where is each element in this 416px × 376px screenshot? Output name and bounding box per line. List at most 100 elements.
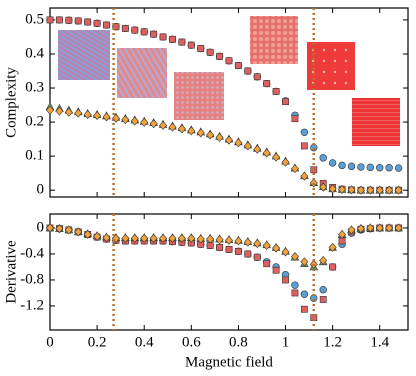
x-tick-label: 0.4 (135, 334, 154, 350)
x-tick-label: 0.8 (229, 334, 248, 350)
marker (291, 115, 299, 123)
marker (216, 244, 223, 251)
marker (168, 122, 177, 132)
y-axis-label: Derivative (3, 240, 19, 304)
marker (187, 126, 196, 136)
y-tick-label: 0.2 (25, 114, 44, 130)
marker (319, 154, 327, 162)
marker (394, 185, 403, 195)
marker (93, 111, 102, 121)
marker (225, 57, 233, 65)
y-axis-label: Complexity (3, 67, 19, 138)
y-tick-label: 0.3 (25, 79, 44, 95)
marker (366, 163, 375, 172)
x-tick-label: 0.2 (88, 334, 107, 350)
marker (93, 231, 102, 241)
pattern-insets (58, 8, 400, 197)
marker (263, 80, 271, 87)
x-tick-label: 1 (282, 334, 290, 350)
marker (177, 233, 186, 243)
marker (366, 223, 375, 233)
marker (328, 184, 337, 194)
marker (347, 162, 356, 171)
marker (74, 227, 83, 237)
marker (263, 260, 271, 268)
marker (169, 35, 176, 43)
marker (235, 247, 242, 255)
marker (234, 236, 243, 246)
marker (112, 23, 120, 31)
marker (319, 296, 327, 303)
marker (84, 18, 92, 26)
marker (347, 185, 356, 195)
marker (168, 233, 177, 243)
marker (328, 159, 337, 167)
marker (187, 233, 196, 243)
marker (243, 141, 252, 151)
marker (300, 257, 309, 267)
marker (300, 290, 309, 298)
marker (394, 164, 403, 172)
x-axis-label: Magnetic field (185, 354, 273, 370)
marker (329, 263, 337, 271)
marker (159, 121, 168, 130)
marker (375, 185, 384, 195)
marker (159, 33, 167, 41)
marker (291, 281, 299, 289)
y-tick-label: 0.1 (25, 148, 44, 164)
y-tick-label: 0.4 (25, 45, 44, 61)
marker (187, 41, 195, 49)
marker (290, 164, 299, 174)
plot-frame (49, 213, 409, 331)
marker (45, 223, 55, 233)
marker (262, 241, 271, 250)
marker (55, 224, 64, 234)
marker (149, 119, 158, 129)
marker (159, 233, 168, 243)
marker (65, 16, 73, 24)
marker (376, 164, 384, 172)
inset (250, 16, 298, 64)
marker (262, 148, 271, 158)
marker (197, 45, 205, 52)
marker (93, 19, 101, 27)
marker (300, 305, 308, 313)
marker (272, 266, 280, 274)
marker (319, 286, 327, 294)
marker (46, 16, 54, 24)
marker (235, 62, 242, 69)
inset (117, 48, 167, 98)
marker (300, 128, 309, 136)
marker (102, 233, 111, 243)
marker (224, 135, 234, 145)
marker (55, 106, 64, 116)
marker (74, 17, 82, 25)
marker (83, 230, 92, 239)
y-tick-label: 0.5 (25, 11, 44, 27)
marker (319, 256, 328, 265)
marker (356, 224, 365, 234)
x-tick-label: 1.2 (323, 334, 342, 350)
marker (45, 105, 55, 115)
marker (253, 73, 261, 81)
x-tick-label: 0.6 (182, 334, 201, 350)
marker (281, 247, 290, 257)
marker (150, 30, 158, 38)
marker (328, 243, 337, 252)
marker (149, 233, 158, 243)
marker (347, 225, 356, 235)
y-tick-label: 0 (37, 219, 45, 235)
complexity-panel: 0 0.1 0.2 0.3 0.4 0.5 Complexity (3, 7, 409, 198)
marker (196, 128, 205, 138)
marker (300, 142, 308, 150)
marker (244, 67, 252, 75)
marker (243, 237, 252, 247)
y-tick-label: 0 (37, 182, 45, 198)
marker (206, 130, 215, 140)
marker (338, 161, 346, 170)
marker (357, 163, 365, 171)
marker (281, 157, 290, 167)
marker (216, 52, 223, 60)
marker (253, 144, 262, 154)
marker (131, 26, 139, 34)
